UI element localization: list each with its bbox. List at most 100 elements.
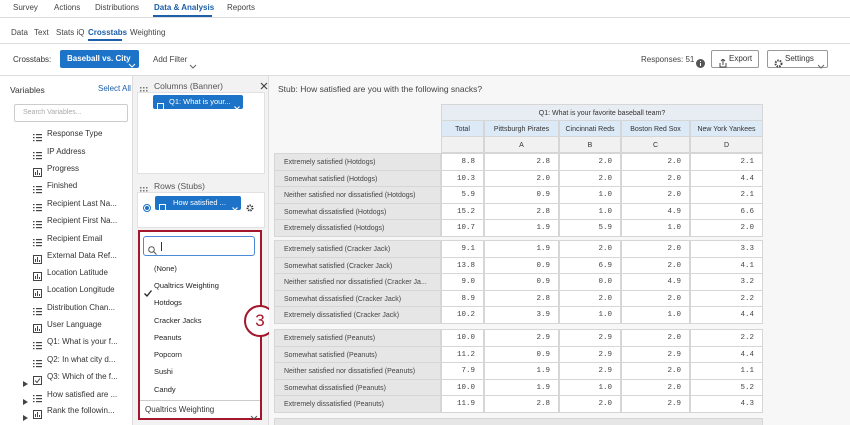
cell-value: 2.8 — [484, 153, 559, 171]
cell-value: 2.0 — [559, 169, 621, 187]
rows-chip[interactable]: How satisfied ... — [155, 196, 241, 213]
nav-tab[interactable]: Distributions — [95, 3, 140, 12]
row-label: Neither satisfied nor dissatisfied (Hotd… — [274, 186, 441, 204]
dropdown-separator — [140, 400, 260, 401]
cell-value: 8.8 — [441, 153, 484, 171]
variable-item[interactable]: Finished — [47, 181, 78, 190]
cell-value: 11.9 — [441, 395, 484, 413]
row-label: Extremely satisfied (Cracker Jack) — [274, 240, 441, 258]
variable-icon-svg — [33, 134, 42, 142]
subnav-tab[interactable]: Data — [11, 28, 28, 37]
responses: Responses: 51 — [641, 55, 695, 64]
expand-arrow-svg — [23, 415, 28, 421]
cell-value: 3.2 — [690, 273, 763, 291]
dropdown-option[interactable]: (None) — [154, 264, 177, 273]
dropdown-option[interactable]: Popcorn — [154, 350, 182, 359]
cell-value: 2.0 — [559, 153, 621, 171]
variable-item[interactable]: Q1: What is your f... — [47, 337, 118, 346]
row-label: Somewhat dissatisfied (Peanuts) — [274, 378, 441, 396]
cell-value: 1.1 — [690, 362, 763, 380]
export-icon — [719, 55, 727, 68]
dropdown-option[interactable]: Cracker Jacks — [154, 316, 202, 325]
subnav-tab[interactable]: Weighting — [130, 28, 166, 37]
variable-icon-svg — [33, 308, 42, 316]
variable-item[interactable]: Recipient Email — [47, 234, 103, 243]
variable-item[interactable]: User Language — [47, 320, 102, 329]
dropdown-option[interactable]: Qualtrics Weighting — [154, 281, 219, 290]
variable-icon — [33, 199, 42, 212]
cell-value: 4.9 — [621, 202, 690, 220]
nav-tab[interactable]: Actions — [54, 3, 81, 12]
dropdown-option[interactable]: Sushi — [154, 367, 173, 376]
row-label: Extremely dissatisfied (Hotdogs) — [274, 219, 441, 237]
variable-item[interactable]: Recipient Last Na... — [47, 199, 117, 208]
cell-value: 1.0 — [621, 219, 690, 237]
column-letter: D — [690, 136, 763, 153]
nav-tab[interactable]: Survey — [13, 3, 38, 12]
dropdown-search[interactable] — [143, 236, 255, 256]
variable-item[interactable]: External Data Ref... — [47, 251, 117, 260]
variable-item[interactable]: Progress — [47, 164, 80, 173]
variable-item[interactable]: Location Latitude — [47, 268, 108, 277]
step-number: 3 — [255, 311, 265, 330]
settings-button[interactable]: Settings — [767, 50, 828, 69]
toolbar-border — [0, 75, 850, 76]
selected-weight[interactable]: Qualtrics Weighting — [145, 405, 215, 414]
variable-item[interactable]: Location Longitude — [47, 285, 115, 294]
expand-arrow-svg — [23, 381, 28, 387]
variable-item[interactable]: Distribution Chan... — [47, 303, 116, 312]
cell-value: 10.7 — [441, 219, 484, 237]
cell-value: 2.0 — [559, 395, 621, 413]
columns-title: Columns (Banner) — [154, 81, 223, 91]
cell-value: 5.9 — [559, 219, 621, 237]
column-header: New York Yankees — [690, 120, 763, 137]
variable-item[interactable]: Recipient First Na... — [47, 216, 118, 225]
variables-search[interactable]: Search Variables... — [14, 104, 128, 122]
variable-item[interactable]: Rank the followin... — [47, 406, 115, 415]
dropdown-option[interactable]: Hotdogs — [154, 298, 182, 307]
variable-item[interactable]: Q3: Which of the f... — [47, 372, 118, 381]
subnav-tab[interactable]: Stats iQ — [56, 28, 85, 37]
settings-chevron — [817, 57, 825, 69]
nav-tab[interactable]: Data & Analysis — [154, 3, 215, 12]
cell-value: 9.0 — [441, 273, 484, 291]
subnav-tab[interactable]: Crosstabs — [88, 28, 128, 37]
cell-value: 2.1 — [690, 153, 763, 171]
variables-title: Variables — [10, 85, 45, 95]
option-check-svg — [144, 290, 153, 297]
variable-icon-svg — [33, 272, 42, 281]
crosstab-button[interactable]: Baseball vs. City — [60, 50, 139, 68]
row-label: Somewhat satisfied (Peanuts) — [274, 345, 441, 363]
chip-remove — [232, 200, 238, 213]
nav-underline — [153, 15, 212, 17]
variable-item[interactable]: Response Type — [47, 129, 103, 138]
cell-value: 3.3 — [690, 240, 763, 258]
variable-icon — [33, 372, 42, 385]
row-label: Somewhat dissatisfied (Hotdogs) — [274, 202, 441, 220]
export-button[interactable]: Export — [711, 50, 759, 68]
cell-value: 2.9 — [559, 329, 621, 347]
row-label: Extremely dissatisfied (Cracker Jack) — [274, 306, 441, 324]
cell-value: 0.9 — [484, 256, 559, 274]
nav-tab[interactable]: Reports — [227, 3, 256, 12]
select-all[interactable]: Select All — [98, 84, 131, 93]
option-check — [144, 284, 153, 297]
variable-item[interactable]: Q2: In what city d... — [47, 355, 116, 364]
variable-item[interactable]: How satisfied are ... — [47, 390, 118, 399]
rows-radio-svg — [143, 204, 151, 212]
dropdown-option[interactable]: Candy — [154, 385, 176, 394]
cell-value: 9.1 — [441, 240, 484, 258]
cell-value: 5.2 — [690, 378, 763, 396]
columns-chip[interactable]: Q1: What is your... — [153, 95, 243, 112]
cell-value: 1.9 — [484, 240, 559, 258]
add-filter[interactable]: Add Filter — [153, 55, 188, 64]
subnav-tab[interactable]: Text — [34, 28, 49, 37]
dropdown-option[interactable]: Peanuts — [154, 333, 182, 342]
variable-item[interactable]: IP Address — [47, 147, 86, 156]
cell-value: 7.9 — [441, 362, 484, 380]
cell-value: 1.0 — [559, 202, 621, 220]
next-group-start — [274, 418, 763, 425]
cell-value: 2.0 — [621, 378, 690, 396]
chip-remove-svg — [234, 106, 240, 112]
